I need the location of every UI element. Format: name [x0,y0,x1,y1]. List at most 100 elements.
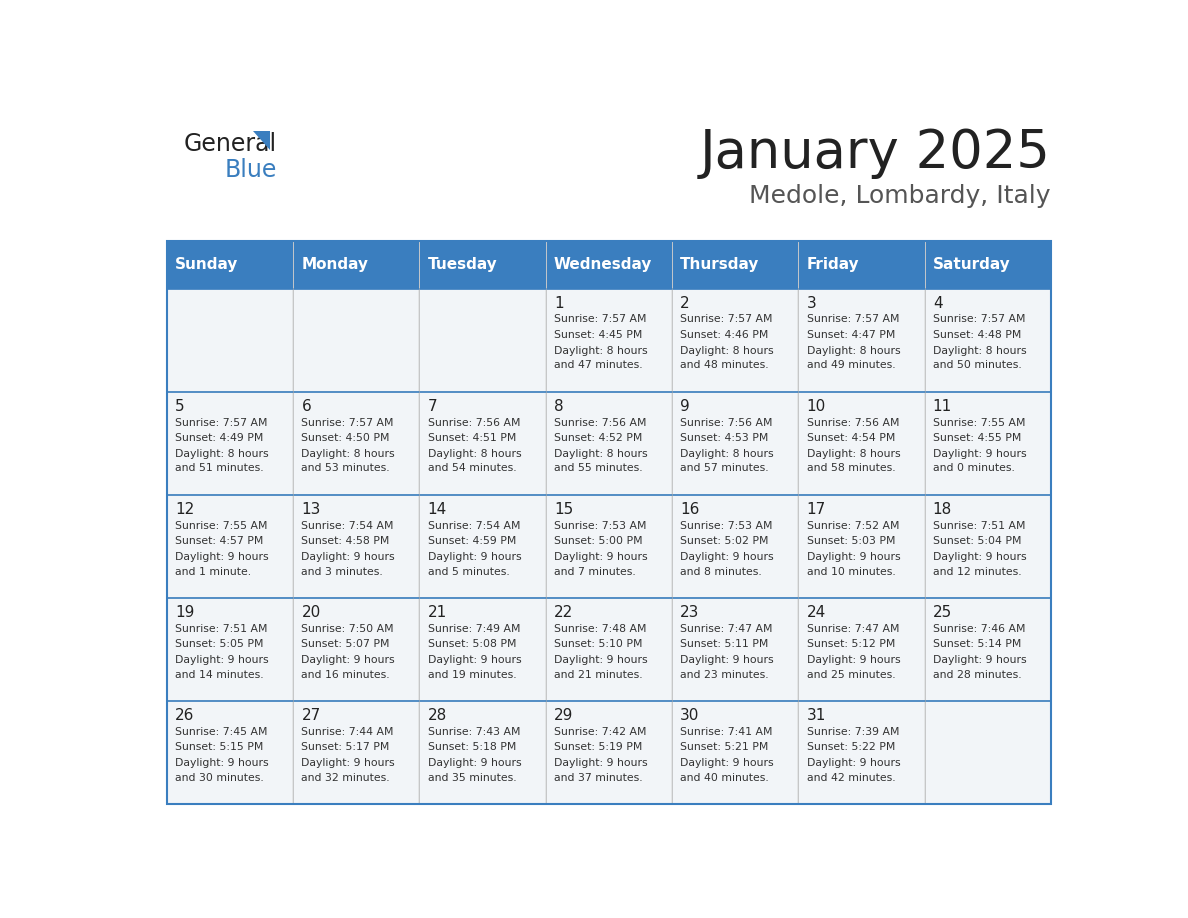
Text: Sunrise: 7:46 AM: Sunrise: 7:46 AM [933,623,1025,633]
Text: and 3 minutes.: and 3 minutes. [302,566,384,577]
Text: Sunset: 5:11 PM: Sunset: 5:11 PM [681,639,769,649]
Text: 9: 9 [681,399,690,414]
Text: Sunrise: 7:57 AM: Sunrise: 7:57 AM [554,315,646,324]
Text: Sunrise: 7:49 AM: Sunrise: 7:49 AM [428,623,520,633]
Text: Daylight: 8 hours: Daylight: 8 hours [807,449,901,459]
Bar [419,701,545,804]
Text: and 47 minutes.: and 47 minutes. [554,361,643,370]
Text: Sunrise: 7:41 AM: Sunrise: 7:41 AM [681,727,772,736]
Bar [545,241,672,289]
Text: Daylight: 9 hours: Daylight: 9 hours [933,552,1026,562]
Text: 2: 2 [681,297,690,311]
Text: Daylight: 8 hours: Daylight: 8 hours [933,345,1026,355]
Text: and 58 minutes.: and 58 minutes. [807,464,896,474]
Text: Sunrise: 7:56 AM: Sunrise: 7:56 AM [681,418,772,428]
Text: Sunset: 4:48 PM: Sunset: 4:48 PM [933,330,1022,340]
Text: Sunset: 4:53 PM: Sunset: 4:53 PM [681,433,769,443]
Text: 4: 4 [933,297,942,311]
Text: Sunset: 4:50 PM: Sunset: 4:50 PM [302,433,390,443]
Text: and 53 minutes.: and 53 minutes. [302,464,390,474]
Text: Daylight: 9 hours: Daylight: 9 hours [933,449,1026,459]
Text: 16: 16 [681,502,700,517]
Text: Sunset: 4:59 PM: Sunset: 4:59 PM [428,536,516,546]
Text: and 14 minutes.: and 14 minutes. [175,669,264,679]
Bar [419,289,545,392]
Text: and 23 minutes.: and 23 minutes. [681,669,769,679]
Text: 19: 19 [175,605,195,621]
Text: 20: 20 [302,605,321,621]
Text: 31: 31 [807,709,826,723]
Text: General: General [183,132,277,156]
Text: Sunset: 4:54 PM: Sunset: 4:54 PM [807,433,895,443]
Text: Sunset: 5:00 PM: Sunset: 5:00 PM [554,536,643,546]
Text: 10: 10 [807,399,826,414]
Bar [166,289,293,392]
Bar [293,701,419,804]
Text: Daylight: 9 hours: Daylight: 9 hours [554,757,647,767]
Bar [419,495,545,599]
Text: and 28 minutes.: and 28 minutes. [933,669,1022,679]
Text: 13: 13 [302,502,321,517]
Text: Sunrise: 7:55 AM: Sunrise: 7:55 AM [175,521,267,531]
Text: and 42 minutes.: and 42 minutes. [807,773,896,783]
Text: January 2025: January 2025 [700,127,1051,179]
Text: and 35 minutes.: and 35 minutes. [428,773,517,783]
Bar [672,599,798,701]
Text: 15: 15 [554,502,574,517]
Text: Sunset: 4:55 PM: Sunset: 4:55 PM [933,433,1022,443]
Text: and 25 minutes.: and 25 minutes. [807,669,896,679]
Bar [545,701,672,804]
Text: Sunrise: 7:44 AM: Sunrise: 7:44 AM [302,727,394,736]
Text: 5: 5 [175,399,185,414]
Text: 18: 18 [933,502,952,517]
Text: Sunset: 4:57 PM: Sunset: 4:57 PM [175,536,264,546]
Text: Sunrise: 7:57 AM: Sunrise: 7:57 AM [681,315,772,324]
Text: and 19 minutes.: and 19 minutes. [428,669,517,679]
Text: 3: 3 [807,297,816,311]
Text: 14: 14 [428,502,447,517]
Text: and 1 minute.: and 1 minute. [175,566,252,577]
Text: Sunrise: 7:53 AM: Sunrise: 7:53 AM [681,521,772,531]
Bar [798,392,924,495]
Text: Sunrise: 7:57 AM: Sunrise: 7:57 AM [302,418,394,428]
Text: 8: 8 [554,399,563,414]
Text: Daylight: 9 hours: Daylight: 9 hours [428,655,522,665]
Text: Sunset: 4:58 PM: Sunset: 4:58 PM [302,536,390,546]
Text: Sunrise: 7:56 AM: Sunrise: 7:56 AM [807,418,899,428]
Bar [798,241,924,289]
Text: Sunset: 4:52 PM: Sunset: 4:52 PM [554,433,643,443]
Text: 11: 11 [933,399,952,414]
Text: Daylight: 8 hours: Daylight: 8 hours [554,449,647,459]
Text: Sunday: Sunday [175,257,239,273]
Text: Sunrise: 7:51 AM: Sunrise: 7:51 AM [933,521,1025,531]
Text: Sunset: 5:04 PM: Sunset: 5:04 PM [933,536,1022,546]
Text: and 37 minutes.: and 37 minutes. [554,773,643,783]
Text: and 50 minutes.: and 50 minutes. [933,361,1022,370]
Text: Sunrise: 7:45 AM: Sunrise: 7:45 AM [175,727,267,736]
Text: and 30 minutes.: and 30 minutes. [175,773,264,783]
Text: Daylight: 9 hours: Daylight: 9 hours [302,552,396,562]
Text: Sunset: 5:05 PM: Sunset: 5:05 PM [175,639,264,649]
Bar [166,392,293,495]
Text: Sunrise: 7:47 AM: Sunrise: 7:47 AM [807,623,899,633]
Text: Daylight: 9 hours: Daylight: 9 hours [807,655,901,665]
Text: Daylight: 8 hours: Daylight: 8 hours [302,449,396,459]
Text: Medole, Lombardy, Italy: Medole, Lombardy, Italy [750,185,1051,208]
Text: Thursday: Thursday [681,257,759,273]
Text: Daylight: 9 hours: Daylight: 9 hours [807,757,901,767]
Text: Daylight: 9 hours: Daylight: 9 hours [681,655,773,665]
Bar [166,599,293,701]
Text: Daylight: 9 hours: Daylight: 9 hours [933,655,1026,665]
Text: Sunrise: 7:48 AM: Sunrise: 7:48 AM [554,623,646,633]
Bar [924,392,1051,495]
Text: Daylight: 9 hours: Daylight: 9 hours [807,552,901,562]
Text: Daylight: 8 hours: Daylight: 8 hours [175,449,268,459]
Text: Friday: Friday [807,257,859,273]
Bar [545,495,672,599]
Bar [798,289,924,392]
Text: 22: 22 [554,605,574,621]
Text: Sunrise: 7:50 AM: Sunrise: 7:50 AM [302,623,394,633]
Bar [798,495,924,599]
Bar [924,289,1051,392]
Text: Sunset: 5:10 PM: Sunset: 5:10 PM [554,639,643,649]
